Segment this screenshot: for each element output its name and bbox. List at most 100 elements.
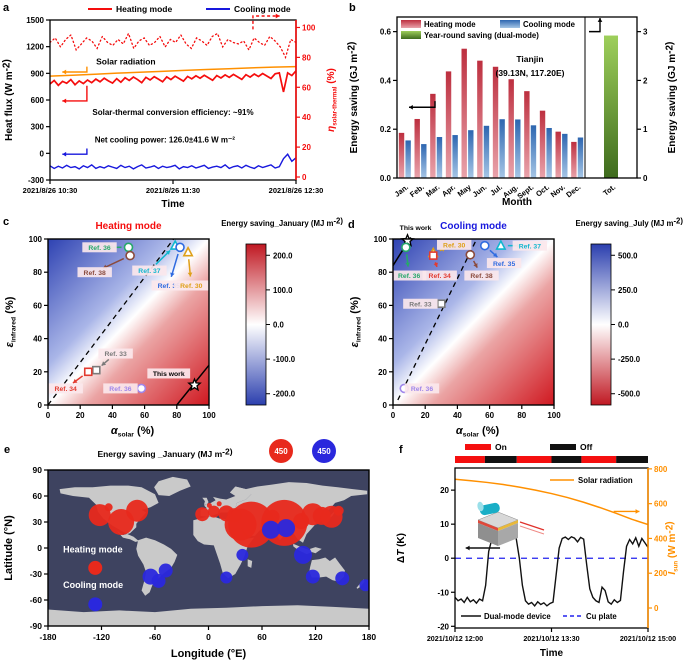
heating-bubble [333, 505, 344, 516]
point-label-box [404, 383, 440, 394]
off-label: Off [580, 442, 592, 452]
data-point-circle [465, 249, 476, 260]
cooling-bar [562, 133, 568, 178]
arrowhead [409, 104, 413, 110]
y-axis-label-right: Energy saving (GJ m-2) [665, 42, 679, 154]
net-cooling-power-series [50, 153, 296, 170]
y-tick-label: 1200 [26, 43, 44, 52]
colorbar-label: Energy saving_January (MJ m-2) [221, 217, 343, 229]
laser-beam [519, 525, 545, 535]
heating-bar [571, 141, 577, 178]
data-point-star [187, 377, 202, 392]
colorbar [590, 243, 612, 406]
heating-bubble [104, 503, 113, 512]
point-label-box [391, 270, 427, 281]
heating-bar [524, 91, 530, 178]
y-tick-label: 60 [33, 301, 42, 310]
cooling-bubble [236, 548, 249, 561]
point-label-box [174, 280, 209, 291]
y-axis-label-left: Energy saving (GJ m-2) [347, 42, 361, 154]
point-label: Ref. 33 [409, 301, 432, 308]
panel-d-letter: d [348, 219, 355, 231]
panel-a-letter: a [3, 2, 10, 14]
cooling-bar [421, 144, 427, 178]
plot-border [47, 238, 210, 406]
month-tick-label: Oct. [534, 182, 551, 198]
month-tick-label: Jun. [471, 182, 489, 199]
point-label: Ref. 36 [109, 386, 132, 393]
legend-label: Heating mode [116, 4, 172, 14]
heating-bar [445, 71, 452, 178]
onoff-segment-off [551, 456, 582, 463]
x-axis-label: αsolar (%) [456, 425, 500, 438]
panel-c-chart: Ref. 36 Ref. 38 Ref. 37 Ref. 35 Ref. 30 Ref. … [4, 217, 343, 439]
panel-e: Heating mode Cooling mode -180 -120 -60 0 60 12… [0, 438, 400, 664]
heating-bar [492, 66, 499, 178]
arrow [62, 148, 88, 155]
data-point-circle [123, 242, 134, 253]
cooling-bar [452, 135, 458, 178]
series-group [455, 478, 648, 607]
y-tick-label: 400 [654, 534, 668, 543]
on-label: On [495, 442, 507, 452]
y-tick-label: 0 [445, 554, 450, 563]
point-label: Ref. 30 [180, 283, 203, 290]
landmass [202, 497, 209, 505]
x-tick-label: 80 [172, 411, 181, 420]
cooling-bar [577, 137, 584, 178]
y-axis-label-right: Isun (W m-2) [665, 521, 680, 574]
y-tick-label: 80 [378, 268, 387, 277]
size-legend-value: 450 [274, 447, 288, 456]
point-label: Ref. 35 [158, 283, 181, 290]
y-tick-label: 300 [31, 123, 45, 132]
data-point-circle [479, 240, 490, 251]
x-tick-label: -120 [93, 632, 110, 642]
point-label-box [512, 240, 548, 251]
y-tick-label: 40 [33, 335, 42, 344]
point-label: This work [153, 371, 185, 378]
arrowhead [62, 69, 67, 75]
map-legend-cooling-dot [88, 597, 103, 612]
point-label-box [98, 348, 133, 359]
y-tick-label: 20 [440, 486, 449, 495]
colorbar-tick-label: 200.0 [273, 251, 293, 260]
y-tick-label: 30 [33, 517, 43, 527]
y-axis-label-right: ηsolar-thermal (%) [326, 68, 339, 132]
heating-bar [539, 110, 546, 178]
y-tick-label: 0.6 [380, 28, 392, 37]
arrowhead [187, 272, 193, 277]
y-axis-label: εinfrared (%) [4, 296, 18, 347]
map-legend-heating: Heating mode [63, 544, 123, 554]
y-tick-label: 60 [33, 491, 43, 501]
data-point-square [428, 251, 438, 260]
panel-title: Heating mode [95, 221, 162, 232]
y-tick-label: 0.2 [380, 125, 392, 134]
point-label: Ref. 30 [443, 243, 466, 250]
colorbar-tick-label: -100.0 [273, 355, 296, 364]
plot-border [392, 238, 555, 406]
month-tick-label: Jan. [393, 182, 410, 198]
arrowhead [473, 263, 478, 268]
data-point-circle [401, 242, 411, 253]
y-tick-label: 20 [378, 368, 387, 377]
annotation: Solar radiation [96, 56, 156, 66]
cooling-bar [436, 137, 443, 178]
cooling-bar [515, 119, 521, 178]
y-axis-label-left: ΔT (K) [396, 533, 407, 563]
solar-radiation-series [50, 65, 296, 77]
x-tick-label: 60 [140, 411, 149, 420]
arrow [62, 85, 88, 102]
x-tick-label: -60 [149, 632, 162, 642]
heating-bar [508, 79, 514, 178]
heating-bubble [195, 507, 210, 522]
rolled-film-end [477, 501, 484, 512]
x-tick-label: 0 [206, 632, 211, 642]
y-tick-label: 60 [378, 301, 387, 310]
cooling-bar [546, 127, 552, 178]
y-tick-label: 1500 [26, 16, 44, 25]
on-swatch [465, 444, 491, 450]
x-tick-label: 40 [453, 411, 462, 420]
panel-c-letter: c [3, 216, 10, 228]
legend-label: Solar radiation [578, 476, 633, 485]
